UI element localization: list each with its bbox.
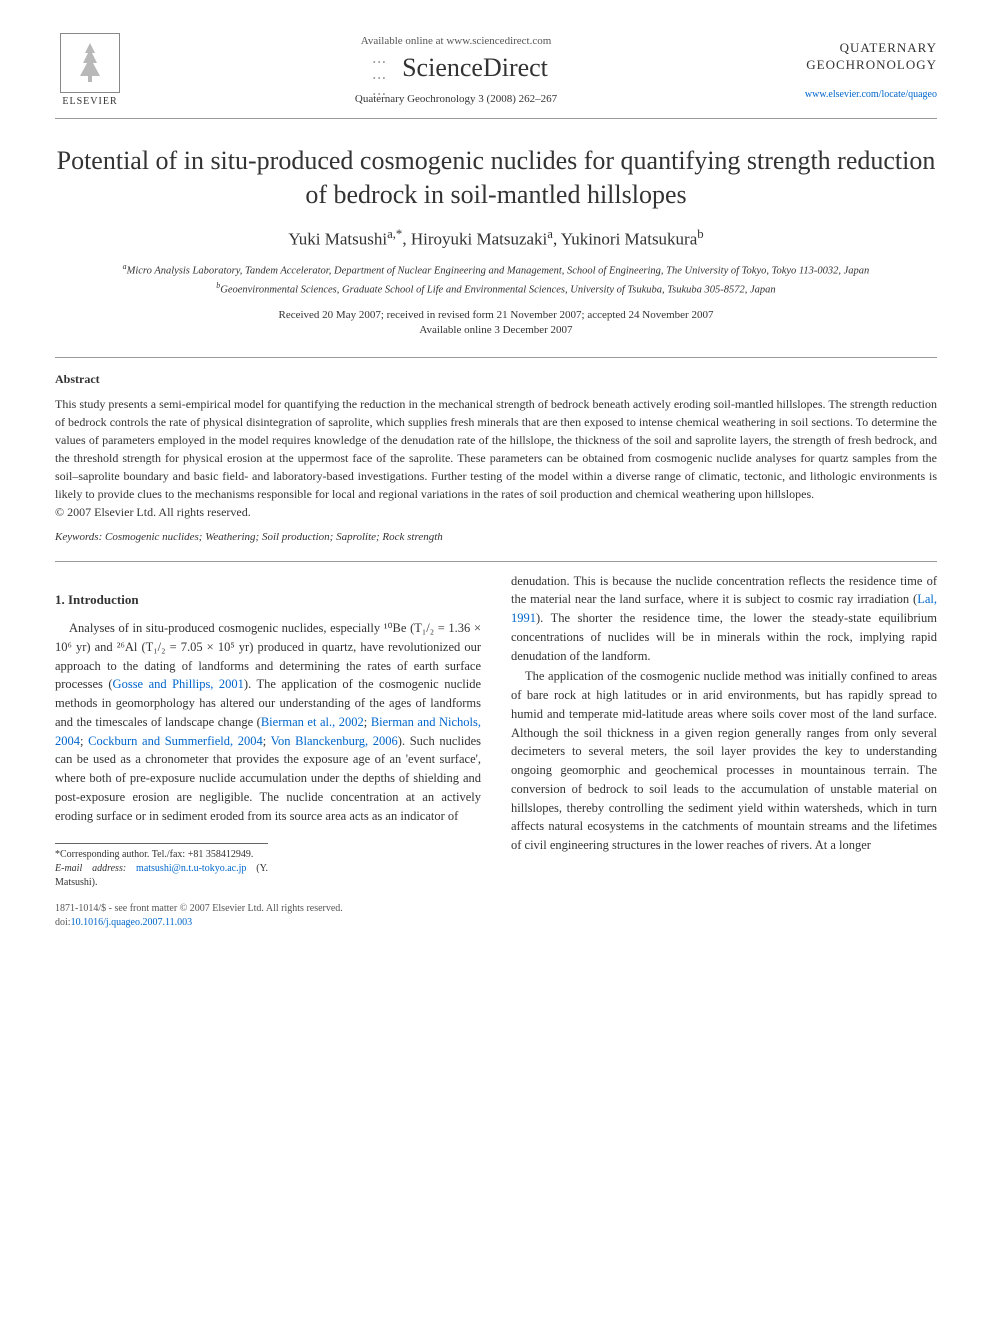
journal-name-line1: QUATERNARY (787, 40, 937, 57)
available-online-text: Available online at www.sciencedirect.co… (125, 35, 787, 47)
ref-bierman-2002[interactable]: Bierman et al., 2002 (261, 715, 364, 729)
abstract-text: This study presents a semi-empirical mod… (55, 395, 937, 521)
header-divider (55, 118, 937, 119)
ref-cockburn[interactable]: Cockburn and Summerfield, 2004 (88, 734, 263, 748)
journal-reference: Quaternary Geochronology 3 (2008) 262–26… (125, 93, 787, 105)
column-right: denudation. This is because the nuclide … (511, 572, 937, 891)
abstract-heading: Abstract (55, 372, 937, 387)
footer-doi: doi:10.1016/j.quageo.2007.11.003 (55, 916, 937, 930)
sciencedirect-logo: ScienceDirect (125, 53, 787, 83)
corresponding-tel: *Corresponding author. Tel./fax: +81 358… (55, 848, 268, 862)
journal-header: ELSEVIER Available online at www.science… (55, 30, 937, 110)
corresponding-email-link[interactable]: matsushi@n.t.u-tokyo.ac.jp (136, 863, 246, 874)
article-dates: Received 20 May 2007; received in revise… (55, 308, 937, 339)
affiliations: aMicro Analysis Laboratory, Tandem Accel… (55, 261, 937, 298)
elsevier-tree-icon (60, 33, 120, 93)
elsevier-label: ELSEVIER (62, 96, 117, 107)
sciencedirect-text: ScienceDirect (402, 53, 548, 83)
intro-paragraph-2: The application of the cosmogenic nuclid… (511, 667, 937, 855)
journal-box: QUATERNARY GEOCHRONOLOGY www.elsevier.co… (787, 40, 937, 100)
footer-copyright: 1871-1014/$ - see front matter © 2007 El… (55, 902, 937, 916)
body-columns: 1. Introduction Analyses of in situ-prod… (55, 572, 937, 891)
authors: Yuki Matsushia,*, Hiroyuki Matsuzakia, Y… (55, 227, 937, 250)
ref-von-blanckenburg[interactable]: Von Blanckenburg, 2006 (271, 734, 398, 748)
column-left: 1. Introduction Analyses of in situ-prod… (55, 572, 481, 891)
page-footer: 1871-1014/$ - see front matter © 2007 El… (55, 902, 937, 930)
elsevier-logo: ELSEVIER (55, 30, 125, 110)
journal-url-link[interactable]: www.elsevier.com/locate/quageo (787, 89, 937, 100)
intro-paragraph-1-cont: denudation. This is because the nuclide … (511, 572, 937, 666)
available-date: Available online 3 December 2007 (55, 323, 937, 338)
section-1-heading: 1. Introduction (55, 590, 481, 610)
doi-link[interactable]: 10.1016/j.quageo.2007.11.003 (71, 917, 193, 928)
intro-paragraph-1: Analyses of in situ-produced cosmogenic … (55, 619, 481, 825)
received-date: Received 20 May 2007; received in revise… (55, 308, 937, 323)
corresponding-email-line: E-mail address: matsushi@n.t.u-tokyo.ac.… (55, 862, 268, 890)
center-header: Available online at www.sciencedirect.co… (125, 35, 787, 105)
post-abstract-divider (55, 561, 937, 562)
pre-abstract-divider (55, 357, 937, 358)
ref-gosse-phillips[interactable]: Gosse and Phillips, 2001 (113, 677, 244, 691)
affiliation-b: bGeoenvironmental Sciences, Graduate Sch… (55, 280, 937, 298)
corresponding-author-block: *Corresponding author. Tel./fax: +81 358… (55, 843, 268, 890)
sciencedirect-dots-icon (364, 53, 394, 83)
abstract-copyright: © 2007 Elsevier Ltd. All rights reserved… (55, 505, 251, 519)
journal-name-line2: GEOCHRONOLOGY (787, 57, 937, 74)
affiliation-a: aMicro Analysis Laboratory, Tandem Accel… (55, 261, 937, 279)
keywords: Keywords: Cosmogenic nuclides; Weatherin… (55, 531, 937, 543)
article-title: Potential of in situ-produced cosmogenic… (55, 144, 937, 212)
